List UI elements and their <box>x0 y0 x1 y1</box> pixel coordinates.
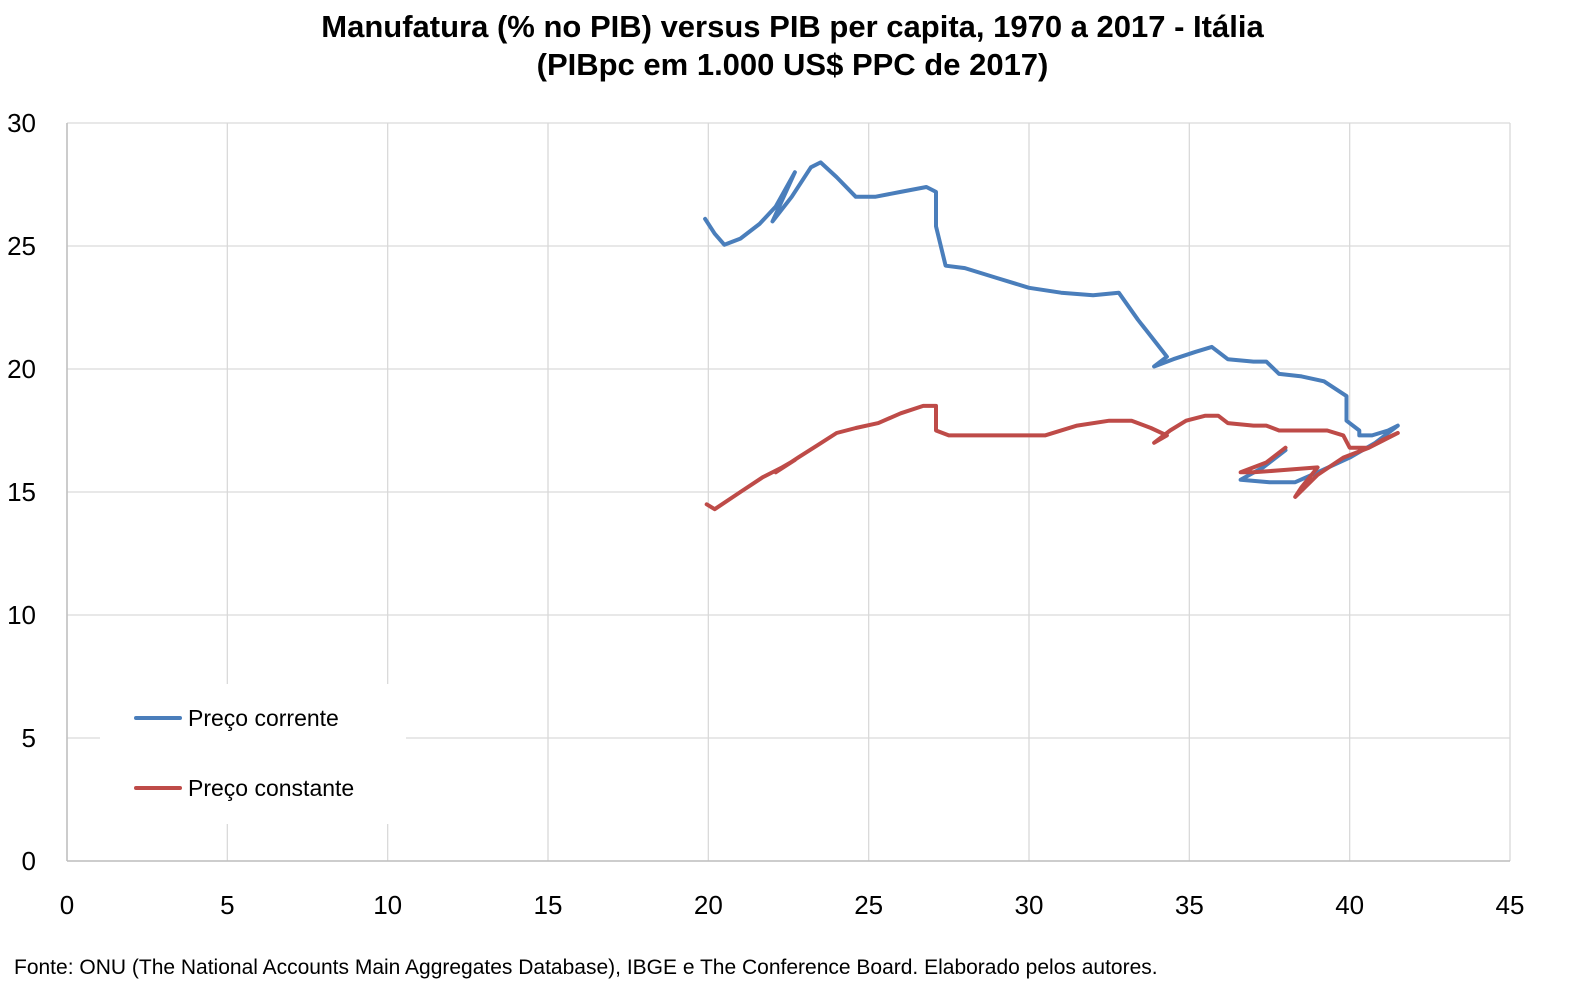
y-tick-label: 15 <box>7 477 36 507</box>
y-tick-label: 0 <box>22 846 36 876</box>
y-axis-ticks: 0 5 10 15 20 25 30 <box>7 108 36 876</box>
chart-title: Manufatura (% no PIB) versus PIB per cap… <box>321 9 1264 44</box>
legend: Preço corrente Preço constante <box>100 684 406 824</box>
legend-background <box>100 684 406 824</box>
gridlines <box>66 122 1511 862</box>
x-tick-label: 20 <box>694 890 723 920</box>
y-tick-label: 5 <box>22 723 36 753</box>
source-note: Fonte: ONU (The National Accounts Main A… <box>14 956 1158 979</box>
y-tick-label: 10 <box>7 600 36 630</box>
x-tick-label: 45 <box>1496 890 1525 920</box>
x-tick-label: 0 <box>60 890 74 920</box>
x-tick-label: 10 <box>373 890 402 920</box>
x-tick-label: 15 <box>534 890 563 920</box>
series-line-2 <box>704 403 1400 512</box>
series-line-1 <box>703 160 1400 485</box>
y-tick-label: 30 <box>7 108 36 138</box>
x-tick-label: 40 <box>1335 890 1364 920</box>
x-axis-ticks: 0 5 10 15 20 25 30 35 40 45 <box>60 890 1525 920</box>
y-tick-label: 20 <box>7 354 36 384</box>
chart-subtitle: (PIBpc em 1.000 US$ PPC de 2017) <box>536 47 1049 82</box>
x-tick-label: 30 <box>1015 890 1044 920</box>
chart-title-block: Manufatura (% no PIB) versus PIB per cap… <box>0 8 1585 84</box>
series-lines <box>703 160 1400 512</box>
x-tick-label: 5 <box>220 890 234 920</box>
x-tick-label: 25 <box>854 890 883 920</box>
legend-label: Preço corrente <box>188 705 339 731</box>
x-tick-label: 35 <box>1175 890 1204 920</box>
legend-label: Preço constante <box>188 775 354 801</box>
y-tick-label: 25 <box>7 231 36 261</box>
